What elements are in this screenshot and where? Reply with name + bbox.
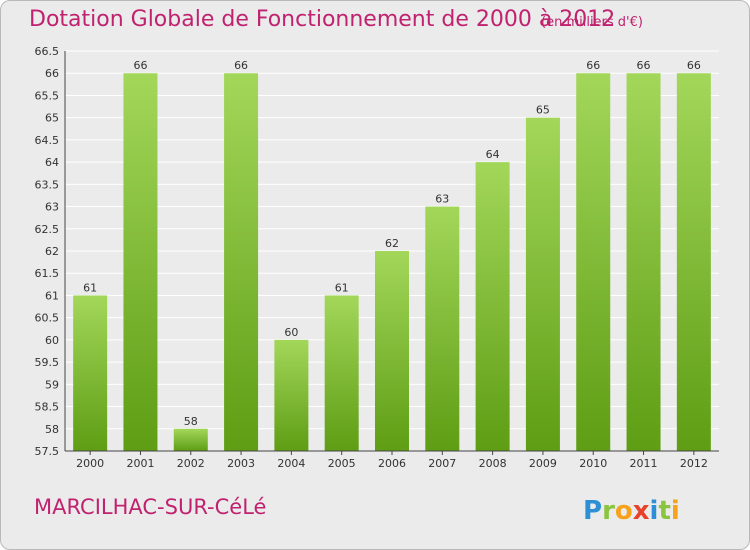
- x-tick-label: 2011: [630, 457, 658, 470]
- y-tick-label: 64: [45, 156, 59, 169]
- y-tick-label: 65.5: [35, 89, 60, 102]
- bar: [375, 251, 409, 451]
- y-tick-label: 60: [45, 334, 59, 347]
- x-tick-label: 2007: [428, 457, 456, 470]
- x-tick-label: 2008: [479, 457, 507, 470]
- bar: [626, 73, 661, 451]
- y-tick-label: 62: [45, 245, 59, 258]
- bar-value-label: 66: [687, 59, 701, 72]
- bar: [123, 73, 158, 451]
- bar-value-label: 58: [184, 415, 198, 428]
- bar: [73, 295, 108, 451]
- y-tick-label: 59.5: [35, 356, 60, 369]
- x-tick-label: 2005: [328, 457, 356, 470]
- y-tick-label: 63.5: [35, 178, 60, 191]
- x-tick-label: 2012: [680, 457, 708, 470]
- x-tick-label: 2004: [277, 457, 305, 470]
- x-tick-label: 2003: [227, 457, 255, 470]
- y-tick-label: 63: [45, 201, 59, 214]
- bar-value-label: 66: [637, 59, 651, 72]
- bar: [576, 73, 611, 451]
- chart-subtitle: (en milliers d'€): [541, 15, 643, 30]
- x-tick-label: 2010: [579, 457, 607, 470]
- bar-value-label: 63: [435, 193, 449, 206]
- y-tick-label: 66.5: [35, 45, 60, 58]
- x-tick-label: 2009: [529, 457, 557, 470]
- svg-text:Proxiti: Proxiti: [583, 496, 680, 526]
- town-name: MARCILHAC-SUR-CéLé: [34, 495, 267, 519]
- y-tick-label: 64.5: [35, 134, 60, 147]
- bar-value-label: 61: [83, 281, 97, 294]
- y-tick-label: 61: [45, 289, 59, 302]
- y-tick-label: 58: [45, 423, 59, 436]
- y-tick-label: 62.5: [35, 223, 60, 236]
- bar: [676, 73, 711, 451]
- y-tick-label: 65: [45, 112, 59, 125]
- bar-value-label: 64: [486, 148, 500, 161]
- y-tick-label: 60.5: [35, 312, 60, 325]
- bar-value-label: 66: [586, 59, 600, 72]
- x-tick-label: 2002: [177, 457, 205, 470]
- x-tick-label: 2000: [76, 457, 104, 470]
- bar: [173, 428, 208, 451]
- bar-value-label: 60: [284, 326, 298, 339]
- bar-value-label: 66: [234, 59, 248, 72]
- x-tick-label: 2006: [378, 457, 406, 470]
- bar: [274, 339, 309, 451]
- x-tick-label: 2001: [126, 457, 154, 470]
- y-tick-label: 57.5: [35, 445, 60, 458]
- bar-value-label: 65: [536, 104, 550, 117]
- bar-value-label: 61: [335, 281, 349, 294]
- bar: [224, 73, 259, 451]
- y-tick-label: 58.5: [35, 401, 60, 414]
- chart-title: Dotation Globale de Fonctionnement de 20…: [29, 7, 616, 32]
- bar: [475, 162, 510, 451]
- bar-value-label: 66: [133, 59, 147, 72]
- bar: [525, 117, 560, 452]
- bar: [425, 206, 460, 451]
- bar: [324, 295, 359, 451]
- y-tick-label: 59: [45, 378, 59, 391]
- proxiti-logo: Proxiti: [583, 496, 680, 526]
- y-tick-label: 61.5: [35, 267, 60, 280]
- y-tick-label: 66: [45, 67, 59, 80]
- bar-value-label: 62: [385, 237, 399, 250]
